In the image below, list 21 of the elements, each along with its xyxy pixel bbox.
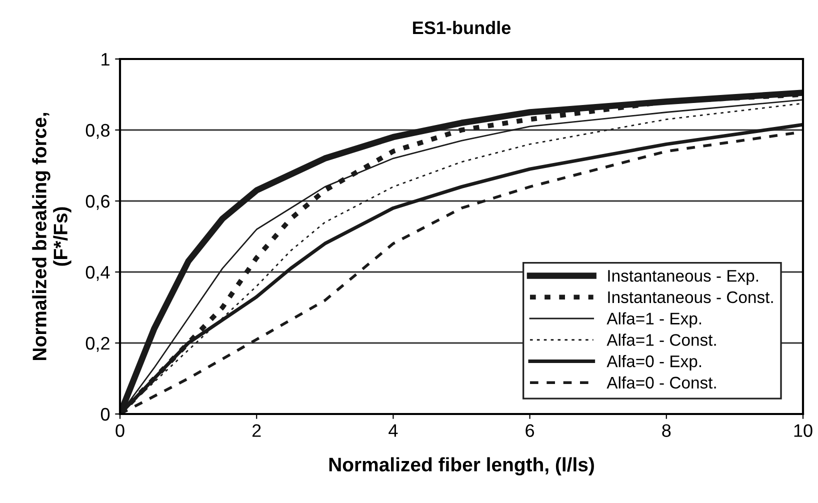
legend-label: Alfa=0 - Exp.: [606, 354, 702, 371]
x-tick-label: 8: [662, 424, 671, 437]
y-tick-label: 1: [102, 53, 110, 66]
y-axis-title: Normalized breaking force, (F*/Fs): [32, 112, 72, 360]
x-axis-title: Normalized fiber length, (l/ls): [329, 457, 594, 476]
y-tick-label: 0,8: [86, 124, 110, 139]
x-tick-label: 6: [526, 424, 534, 437]
y-tick-label: 0,4: [86, 266, 110, 281]
x-tick-label: 0: [116, 424, 124, 437]
y-tick-label: 0,2: [86, 336, 110, 352]
legend-label: Instantaneous - Exp.: [608, 270, 758, 286]
x-tick-label: 4: [388, 424, 398, 437]
y-tick-label: 0: [100, 408, 110, 421]
legend-label: Alfa=1 - Const.: [606, 334, 716, 346]
legend-label: Alfa=1 - Exp.: [606, 312, 702, 328]
x-tick-label: 10: [794, 424, 812, 437]
chart-title: ES1-bundle: [413, 20, 511, 34]
x-tick-label: 2: [252, 424, 261, 437]
legend-label: Instantaneous - Const.: [608, 291, 773, 304]
y-tick-label: 0,6: [86, 194, 110, 210]
legend-label: Alfa=0 - Const.: [606, 376, 716, 389]
